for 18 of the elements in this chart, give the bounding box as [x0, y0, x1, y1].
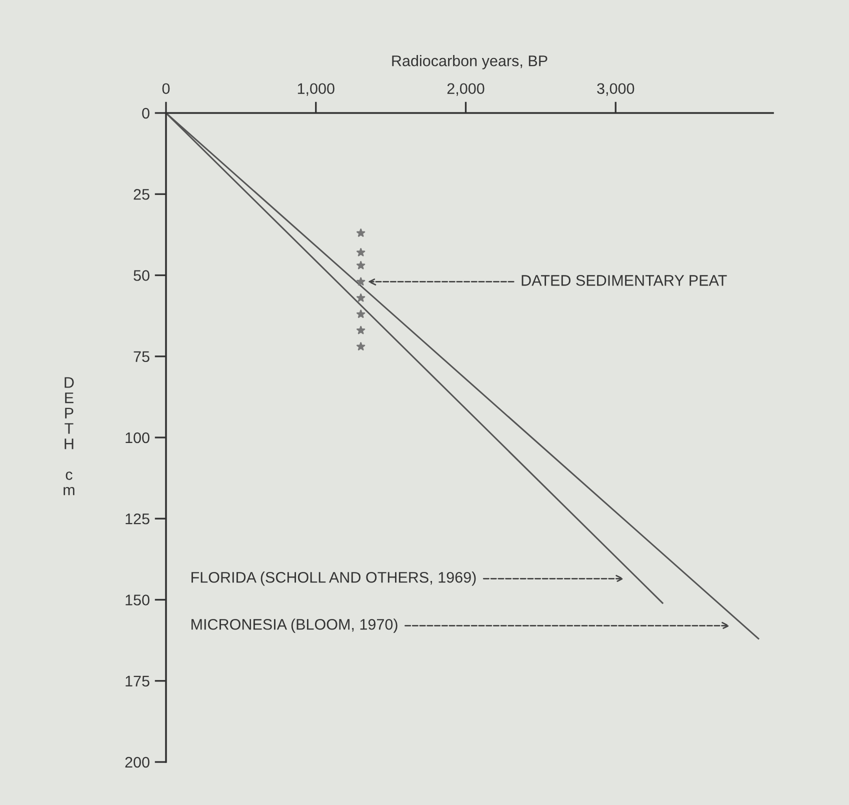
y-tick-label: 100 — [126, 432, 150, 444]
annotation: FLORIDA (SCHOLL AND OTHERS, 1969) — [192, 572, 476, 586]
x-tick-label: 1,000 — [298, 83, 334, 96]
text: DEPTH cm — [64, 377, 74, 496]
y-tick-label: 150 — [126, 594, 150, 606]
x-axis-title: Radiocarbon years, BP — [392, 55, 548, 70]
x-tick-label: 0 — [162, 83, 170, 94]
y-tick-label: 125 — [126, 513, 150, 524]
x-tick-label: 2,000 — [447, 83, 484, 96]
y-tick-label: 200 — [125, 756, 150, 768]
annotation: DATED SEDIMENTARY PEAT — [522, 275, 727, 286]
y-tick-label: 0 — [142, 108, 150, 119]
y-tick-label: 25 — [134, 188, 150, 200]
y-tick-label: 175 — [126, 676, 150, 687]
annotation: MICRONESIA (BLOOM, 1970) — [192, 618, 398, 633]
x-tick-label: 3,000 — [597, 83, 634, 96]
y-tick-label: 75 — [134, 351, 150, 362]
y-tick-label: 50 — [134, 270, 150, 281]
